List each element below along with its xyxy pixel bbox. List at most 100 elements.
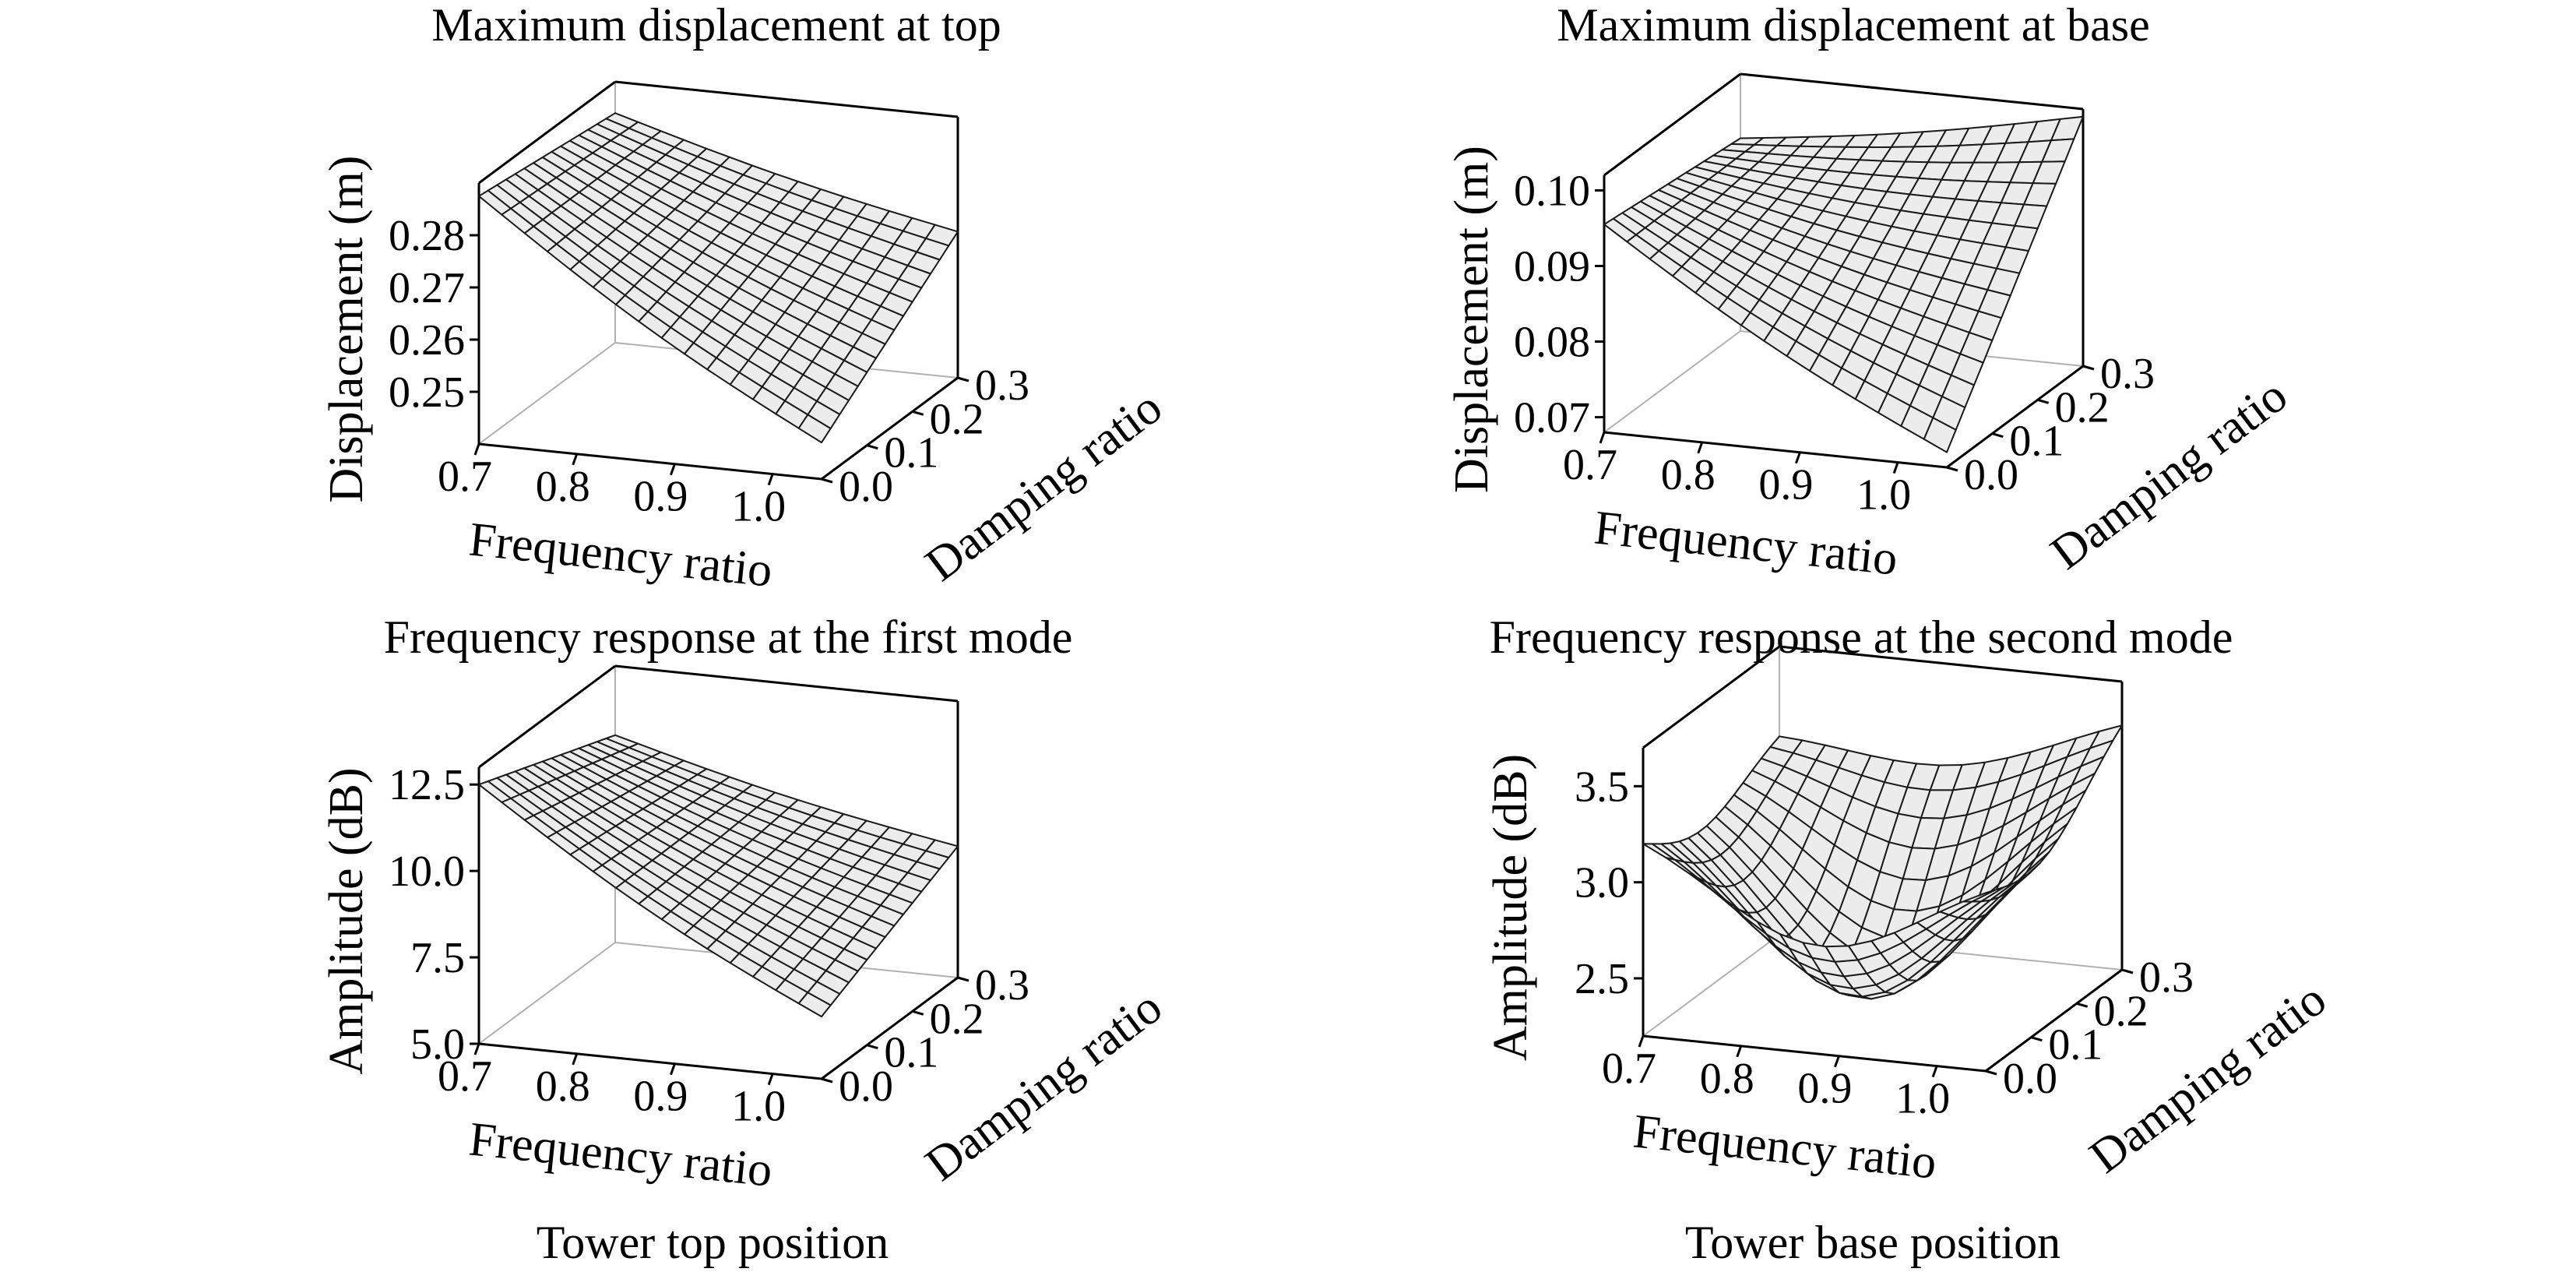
z-tick-label: 0.08 — [1514, 319, 1590, 367]
y-tick — [1946, 466, 1958, 472]
y-tick — [821, 1077, 833, 1083]
x-tick-label: 0.9 — [633, 1073, 688, 1121]
y-tick — [2076, 1002, 2089, 1008]
y-tick-label: 0.2 — [930, 995, 984, 1043]
x-tick-label: 0.7 — [1563, 441, 1617, 489]
top-left-edge — [1642, 645, 1780, 749]
x-tick-label: 1.0 — [731, 483, 786, 531]
x-tick-label: 0.7 — [1602, 1045, 1656, 1093]
y-tick-label: 0.1 — [884, 1029, 938, 1077]
y-tick-label: 0.1 — [2048, 1021, 2103, 1069]
y-tick — [912, 1009, 924, 1016]
z-tick-label: 3.5 — [1575, 763, 1629, 811]
x-tick — [572, 1053, 579, 1066]
back-top-edge — [614, 664, 959, 703]
z-tick-label: 0.09 — [1514, 242, 1590, 291]
y-tick-label: 0.0 — [839, 463, 893, 511]
x-tick-label: 0.9 — [1758, 461, 1813, 509]
x-axis-line — [1642, 1034, 1987, 1073]
z-axis-label: Amplitude (dB) — [1484, 754, 1537, 1061]
top-left-edge — [478, 664, 616, 769]
surface-panel-4: Frequency response at the second mode2.5… — [1484, 611, 2336, 1189]
panel-title: Maximum displacement at base — [1557, 0, 2149, 51]
z-axis-label: Displacement (m) — [1445, 146, 1498, 493]
figure-captions: Tower top position Tower base position — [537, 1217, 2060, 1268]
y-tick-label: 0.0 — [839, 1062, 893, 1111]
x-tick-label: 1.0 — [1856, 471, 1911, 520]
floor-left-edge — [478, 342, 616, 445]
back-top-edge — [614, 80, 959, 118]
x-axis-label: Frequency ratio — [1592, 501, 1900, 585]
y-tick-label: 0.1 — [884, 429, 938, 477]
panel-title: Frequency response at the first mode — [384, 611, 1073, 663]
x-tick — [572, 453, 579, 466]
z-tick-label: 0.27 — [389, 264, 465, 312]
z-tick-label: 0.26 — [389, 316, 465, 365]
y-tick — [1991, 432, 2004, 439]
x-tick-label: 0.8 — [1700, 1055, 1754, 1103]
z-tick-label: 12.5 — [389, 761, 465, 809]
z-tick-label: 5.0 — [410, 1020, 465, 1069]
z-tick-label: 2.5 — [1575, 955, 1629, 1003]
top-left-edge — [478, 80, 616, 185]
x-axis-label: Frequency ratio — [1631, 1105, 1939, 1189]
floor-left-edge — [1642, 934, 1780, 1037]
x-tick — [1795, 452, 1801, 464]
x-tick — [670, 463, 676, 476]
y-axis-line — [821, 376, 959, 481]
x-tick — [767, 1073, 774, 1086]
y-tick-label: 0.2 — [2094, 987, 2148, 1035]
back-top-edge — [1740, 72, 2084, 111]
y-axis-line — [1946, 365, 2084, 469]
y-tick — [957, 376, 970, 382]
x-tick — [473, 1043, 480, 1055]
y-tick — [957, 976, 970, 982]
x-tick — [670, 1063, 676, 1076]
x-tick — [1931, 1066, 1938, 1078]
surface-mesh — [478, 112, 959, 444]
x-tick-label: 0.8 — [536, 1062, 590, 1111]
z-tick-label: 0.10 — [1514, 167, 1590, 215]
y-tick-label: 0.0 — [1964, 451, 2018, 499]
y-tick-label: 0.2 — [2055, 383, 2110, 432]
y-axis-line — [1985, 968, 2123, 1073]
x-tick-label: 0.8 — [1661, 451, 1716, 499]
x-axis-label: Frequency ratio — [466, 1112, 775, 1196]
x-tick — [1697, 442, 1704, 454]
x-tick-label: 1.0 — [731, 1083, 786, 1131]
floor-left-edge — [478, 942, 616, 1045]
z-axis-label: Displacement (m) — [320, 156, 373, 503]
y-tick — [2121, 968, 2134, 974]
surface-patch — [797, 992, 832, 1018]
y-axis-line — [821, 976, 959, 1080]
surface-patch — [1923, 417, 1957, 453]
z-tick-label: 0.07 — [1514, 394, 1590, 442]
y-tick — [866, 1044, 878, 1050]
x-tick — [1599, 432, 1606, 444]
y-tick — [2037, 398, 2050, 404]
y-tick-label: 0.3 — [975, 961, 1029, 1009]
y-tick — [2030, 1036, 2043, 1042]
x-tick — [1736, 1045, 1743, 1058]
x-axis-label: Frequency ratio — [466, 513, 775, 597]
x-tick-label: 0.7 — [438, 453, 492, 501]
x-tick — [767, 474, 774, 486]
y-tick-label: 0.2 — [930, 395, 984, 443]
y-tick — [866, 444, 878, 450]
x-axis-line — [478, 1042, 822, 1080]
surface-panel-1: Maximum displacement at top0.250.260.270… — [320, 0, 1172, 597]
top-left-edge — [1603, 72, 1741, 177]
figure-caption: Tower top position — [537, 1217, 889, 1268]
surface-patch — [797, 414, 832, 444]
z-tick-label: 0.25 — [389, 368, 465, 417]
z-tick-label: 0.28 — [389, 212, 465, 260]
y-tick-label: 0.3 — [2139, 953, 2194, 1002]
y-tick — [2082, 365, 2095, 371]
y-tick — [912, 410, 924, 416]
x-axis-line — [478, 442, 822, 481]
x-tick-label: 0.9 — [1797, 1065, 1852, 1113]
surface-panel-3: Frequency response at the first mode 5.0 7… — [320, 611, 1172, 1197]
x-tick — [1638, 1035, 1645, 1048]
y-tick-label: 0.1 — [2009, 418, 2064, 466]
